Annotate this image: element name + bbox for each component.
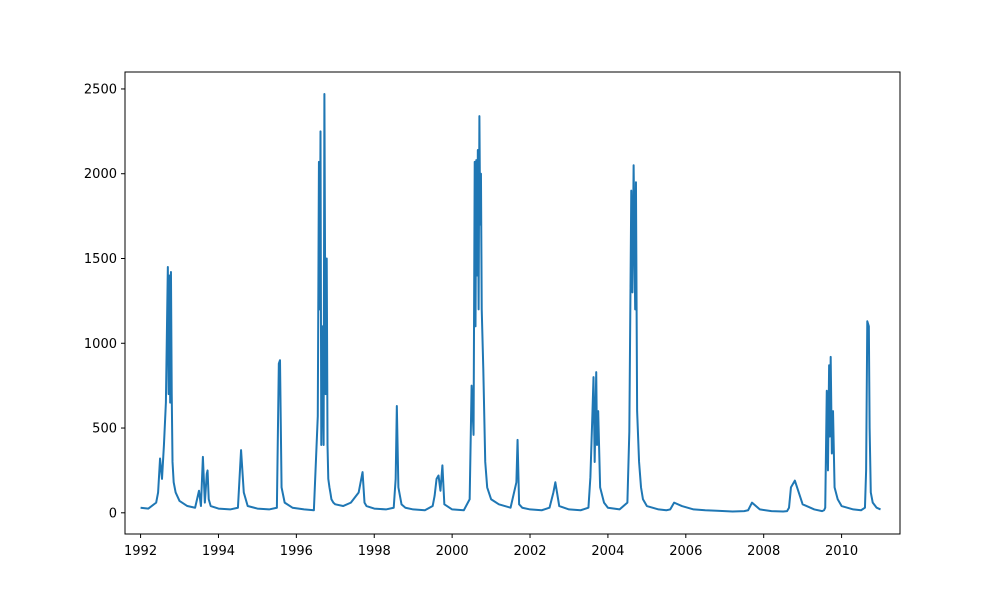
y-tick-label: 1500	[84, 252, 117, 267]
y-axis: 0 500 1000 1500 2000 2500	[84, 82, 125, 521]
x-tick-label: 1996	[280, 544, 313, 559]
x-tick-label: 2010	[825, 544, 858, 559]
x-axis: 1992 1994 1996 1998 2000 2002 2004 2006 2008 2010	[124, 534, 858, 559]
x-tick-label: 2000	[436, 544, 469, 559]
x-tick-label: 2008	[747, 544, 780, 559]
y-tick-label: 1000	[84, 337, 117, 352]
plot-layer	[140, 93, 881, 513]
x-tick-label: 1998	[358, 544, 391, 559]
x-tick-label: 2006	[669, 544, 702, 559]
series-line-0	[140, 93, 881, 513]
y-tick-label: 2000	[84, 167, 117, 182]
x-tick-label: 1994	[202, 544, 235, 559]
y-tick-label: 500	[92, 422, 117, 437]
y-tick-label: 0	[109, 506, 117, 521]
x-tick-label: 2002	[513, 544, 546, 559]
x-tick-label: 2004	[591, 544, 624, 559]
x-tick-label: 1992	[124, 544, 157, 559]
axes-frame	[124, 71, 901, 535]
y-tick-label: 2500	[84, 82, 117, 97]
